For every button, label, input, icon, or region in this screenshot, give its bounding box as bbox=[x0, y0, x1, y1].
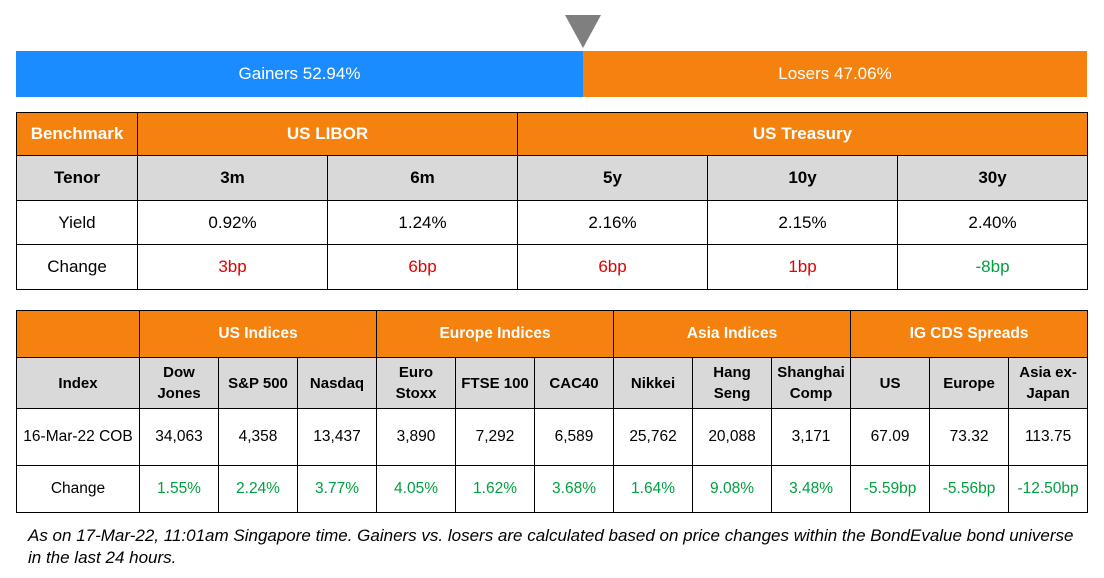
cell: 3.68% bbox=[534, 465, 615, 513]
cell: 1.55% bbox=[139, 465, 219, 513]
cell: 6bp bbox=[517, 244, 709, 290]
cell: 25,762 bbox=[613, 408, 694, 466]
cell: 3,171 bbox=[771, 408, 852, 466]
cell: 6m bbox=[326, 155, 519, 201]
cell: Nikkei bbox=[613, 357, 694, 409]
cell: -8bp bbox=[897, 244, 1089, 290]
cell: 3.77% bbox=[296, 465, 378, 513]
cell: -12.50bp bbox=[1008, 465, 1089, 513]
cell: 3,890 bbox=[376, 408, 457, 466]
indices-table: US Indices Europe Indices Asia Indices IG C… bbox=[16, 310, 1089, 513]
cell: 1.64% bbox=[613, 465, 694, 513]
cell: Index bbox=[16, 357, 140, 409]
header-cell bbox=[16, 310, 140, 358]
split-marker bbox=[564, 15, 601, 48]
rates-table: Benchmark US LIBOR US Treasury Tenor 3m 6m 5y… bbox=[16, 112, 1089, 290]
cell: 16-Mar-22 COB bbox=[16, 408, 140, 466]
header-cell: Europe Indices bbox=[376, 310, 615, 358]
cell: Dow Jones bbox=[139, 357, 219, 409]
cell: 3m bbox=[137, 155, 328, 201]
cell: 30y bbox=[897, 155, 1089, 201]
header-cell: Benchmark bbox=[16, 112, 138, 156]
cell: 9.08% bbox=[692, 465, 773, 513]
gainers-value: 52.94% bbox=[302, 64, 361, 83]
cell: 20,088 bbox=[692, 408, 773, 466]
header-cell: IG CDS Spreads bbox=[850, 310, 1089, 358]
cell: 1.24% bbox=[326, 200, 519, 245]
losers-bar: Losers 47.06% bbox=[582, 51, 1087, 97]
cell: 1bp bbox=[707, 244, 899, 290]
cell: Europe bbox=[929, 357, 1010, 409]
cell: 4.05% bbox=[376, 465, 457, 513]
footnote: As on 17-Mar-22, 11:01am Singapore time.… bbox=[28, 526, 1074, 567]
cell: Euro Stoxx bbox=[376, 357, 457, 409]
cell: 73.32 bbox=[929, 408, 1010, 466]
cell: 5y bbox=[517, 155, 709, 201]
cell: 113.75 bbox=[1008, 408, 1089, 466]
cell: 2.24% bbox=[218, 465, 298, 513]
cell: Yield bbox=[16, 200, 138, 245]
cell: 10y bbox=[707, 155, 899, 201]
losers-label: Losers bbox=[778, 64, 830, 83]
header-cell: US Indices bbox=[138, 310, 378, 358]
header-cell: US Treasury bbox=[517, 112, 1089, 156]
cell: 13,437 bbox=[296, 408, 378, 466]
cell: US bbox=[850, 357, 931, 409]
cell: 2.15% bbox=[707, 200, 899, 245]
cell: 0.92% bbox=[137, 200, 328, 245]
cell: 34,063 bbox=[139, 408, 219, 466]
cell: -5.59bp bbox=[850, 465, 931, 513]
cell: 6bp bbox=[326, 244, 519, 290]
cell: S&P 500 bbox=[218, 357, 298, 409]
losers-value: 47.06% bbox=[834, 64, 892, 83]
cell: 1.62% bbox=[455, 465, 536, 513]
cell: Shanghai Comp bbox=[771, 357, 852, 409]
cell: 6,589 bbox=[534, 408, 615, 466]
gainers-bar: Gainers 52.94% bbox=[16, 51, 583, 97]
cell: 7,292 bbox=[455, 408, 536, 466]
cell: Hang Seng bbox=[692, 357, 773, 409]
header-cell: US LIBOR bbox=[136, 112, 519, 156]
cell: 2.16% bbox=[517, 200, 709, 245]
cell: FTSE 100 bbox=[455, 357, 536, 409]
cell: Change bbox=[16, 244, 138, 290]
cell: 2.40% bbox=[897, 200, 1089, 245]
sentiment-bar: Gainers 52.94% Losers 47.06% bbox=[16, 51, 1087, 97]
cell: -5.56bp bbox=[929, 465, 1010, 513]
cell: Change bbox=[16, 465, 140, 513]
cell: 3.48% bbox=[771, 465, 852, 513]
cell: 67.09 bbox=[850, 408, 931, 466]
cell: Tenor bbox=[16, 155, 138, 201]
cell: 4,358 bbox=[218, 408, 298, 466]
gainers-label: Gainers bbox=[238, 64, 299, 83]
cell: 3bp bbox=[137, 244, 328, 290]
header-cell: Asia Indices bbox=[613, 310, 852, 358]
cell: Nasdaq bbox=[296, 357, 378, 409]
cell: Asia ex-Japan bbox=[1008, 357, 1089, 409]
cell: CAC40 bbox=[534, 357, 615, 409]
